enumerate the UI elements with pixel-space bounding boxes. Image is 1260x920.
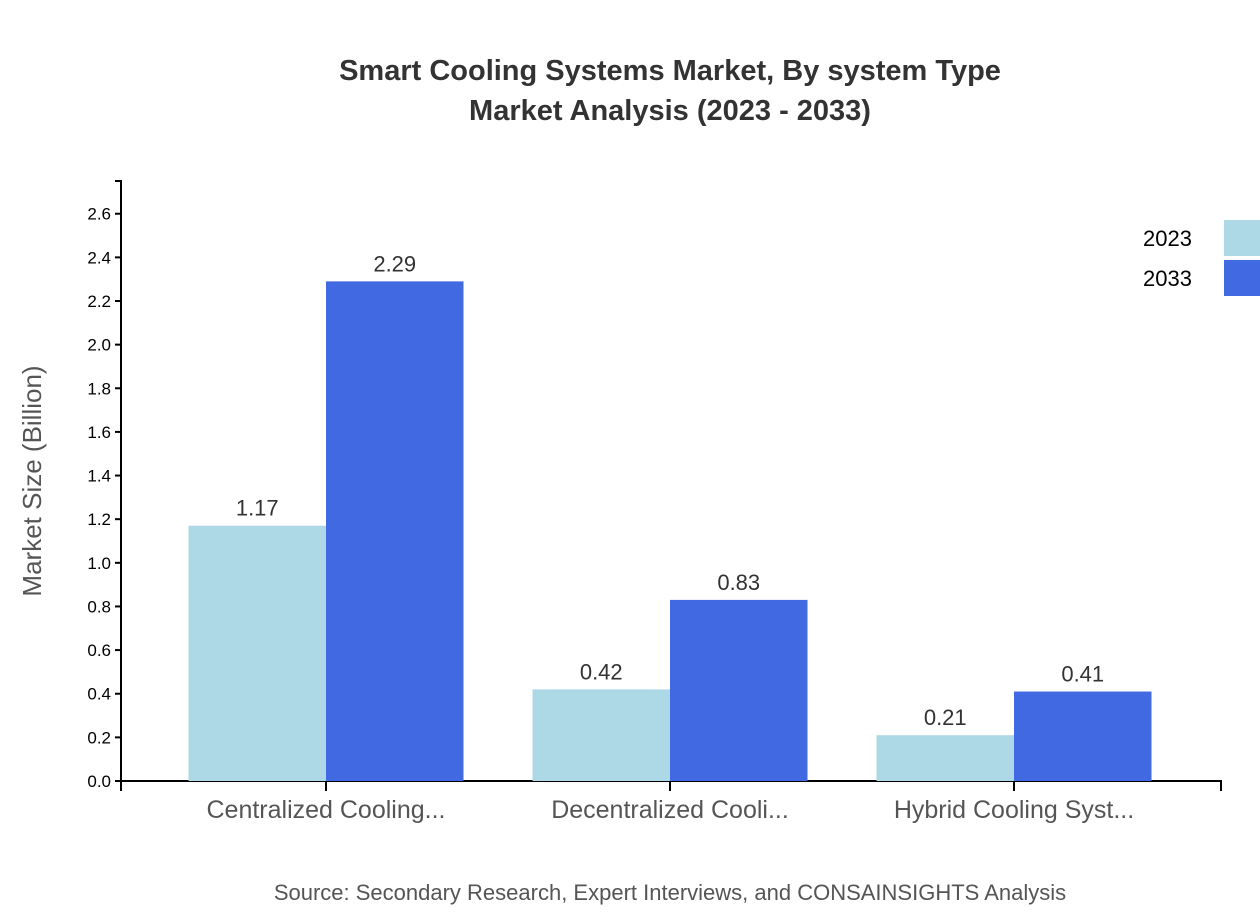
data-label: 0.83: [717, 570, 760, 595]
bar-2023: [876, 735, 1014, 781]
x-axis: Centralized Cooling... Decentralized Cool…: [120, 780, 1222, 824]
bar-2033: [326, 281, 464, 781]
y-tick-label: 1.4: [87, 467, 111, 486]
y-tick-label: 2.2: [87, 292, 111, 311]
y-tick-label: 1.0: [87, 554, 111, 573]
y-tick-label: 1.2: [87, 510, 111, 529]
x-tick-label: Centralized Cooling...: [206, 796, 445, 824]
y-tick-label: 0.4: [87, 685, 111, 704]
x-tick-label: Decentralized Cooli...: [551, 796, 789, 824]
y-axis: 0.0 0.2 0.4 0.6 0.8 1.0 1.2 1.4 1.6 1.8 2.0 2.2 2.4 2…: [87, 180, 122, 791]
data-label: 0.41: [1061, 662, 1104, 687]
y-axis-line: [115, 180, 122, 782]
y-tick-label: 0.6: [87, 641, 111, 660]
legend-swatch: [1224, 260, 1260, 296]
y-axis-label: Market Size (Billion): [17, 365, 47, 596]
bars: 1.17 2.29 0.42 0.83 0.21 0.41: [188, 251, 1152, 781]
legend-swatch: [1224, 220, 1260, 256]
legend-label: 2033: [1143, 266, 1192, 291]
y-tick-label: 1.6: [87, 423, 111, 442]
source-note: Source: Secondary Research, Expert Inter…: [274, 880, 1066, 905]
bar-2033: [1014, 691, 1152, 781]
bar-2023: [188, 525, 326, 781]
data-label: 0.42: [580, 659, 623, 684]
legend: 2023 2033: [1143, 220, 1260, 296]
y-tick-label: 0.8: [87, 597, 111, 616]
y-tick-label: 2.0: [87, 336, 111, 355]
data-label: 2.29: [373, 251, 416, 276]
y-tick-label: 1.8: [87, 379, 111, 398]
data-label: 1.17: [236, 496, 279, 521]
y-tick-label: 0.0: [87, 772, 111, 791]
chart-title: Smart Cooling Systems Market, By system …: [339, 55, 1001, 87]
y-tick-label: 0.2: [87, 728, 111, 747]
x-tick-label: Hybrid Cooling Syst...: [894, 796, 1134, 824]
legend-label: 2023: [1143, 226, 1192, 251]
y-tick-label: 2.6: [87, 205, 111, 224]
y-tick-label: 2.4: [87, 248, 111, 267]
data-label: 0.21: [924, 705, 967, 730]
bar-2023: [532, 689, 670, 781]
bar-2033: [670, 599, 808, 781]
chart-subtitle: Market Analysis (2023 - 2033): [469, 95, 871, 127]
